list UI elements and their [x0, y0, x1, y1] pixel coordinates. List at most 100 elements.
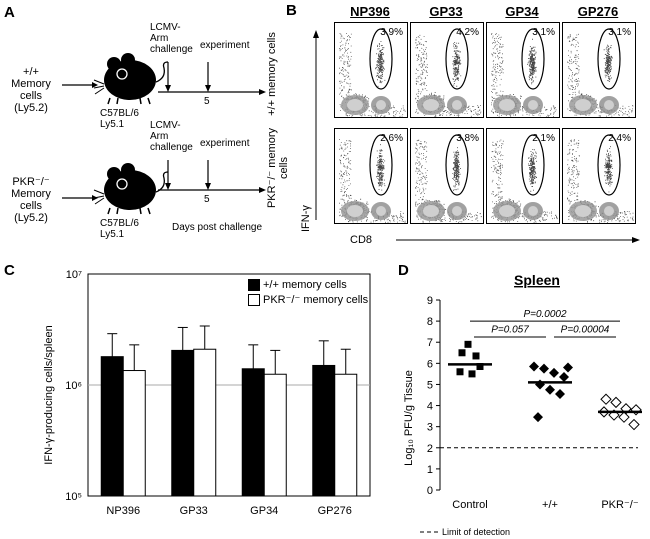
y-tick-label: 10⁷	[66, 269, 82, 281]
gate-percentage: 3.8%	[456, 133, 479, 144]
facs-plot: 3.8%	[410, 128, 484, 224]
row-label-wt: +/+ memory cells	[266, 32, 278, 116]
p-value-label: P=0.00004	[561, 325, 610, 336]
y-tick-label: 4	[427, 401, 433, 413]
data-point-pkr	[628, 418, 640, 431]
facs-cd8-core	[452, 100, 462, 110]
y-tick-label: 5	[427, 379, 433, 391]
facs-scatter	[491, 134, 558, 223]
y-tick-label: 1	[427, 464, 433, 476]
facs-gate	[445, 134, 469, 196]
challenge-label: LCMV-Arm challenge	[150, 120, 193, 153]
cells-genotype: +/+	[23, 66, 39, 78]
experiment-label: experiment	[200, 40, 250, 51]
facs-plot: 2.4%	[562, 128, 636, 224]
challenge-label: LCMV-Arm challenge	[150, 22, 193, 55]
facs-negative-core	[423, 99, 439, 111]
facs-gate	[369, 28, 393, 90]
data-point-wt	[549, 367, 559, 378]
mouse-strain-label: C57BL/6 Ly5.1	[100, 218, 139, 240]
column-header-gp276: GP276	[577, 4, 619, 19]
facs-cd8-core	[376, 206, 386, 216]
y-tick-label: 8	[427, 316, 433, 328]
x-tick-label: GP33	[180, 505, 208, 517]
mouse-congenic: Ly5.1	[100, 229, 125, 240]
data-point-wt	[563, 362, 573, 373]
bar-chart-c: IFN-γ-producing cells/spleen 10⁵ 10⁶ 10⁷ NP…	[43, 269, 371, 517]
bar-pkr	[334, 373, 358, 497]
day-tick-label: 5	[204, 96, 210, 107]
mouse-congenic: Ly5.1	[100, 119, 125, 130]
panel-b-axes	[313, 30, 640, 243]
panel-label-c: C	[4, 262, 15, 279]
facs-plot: 2.6%	[334, 128, 408, 224]
facs-negative-core	[347, 205, 363, 217]
p-value-label: P=0.057	[491, 325, 529, 336]
y-axis-label: Log₁₀ PFU/g Tissue	[403, 370, 415, 466]
mouse-strain: C57BL/6	[100, 218, 139, 229]
mouse-strain-label: C57BL/6 Ly5.1	[100, 108, 139, 130]
facs-cd8-core	[604, 206, 614, 216]
day-tick-label: 5	[204, 194, 210, 205]
x-axis-label-cd8: CD8	[350, 234, 373, 246]
legend-swatch-black	[248, 279, 260, 291]
facs-plot: 2.1%	[486, 128, 560, 224]
facs-gate	[445, 28, 469, 90]
legend-label-pkr: PKR⁻/⁻ memory cells	[263, 294, 369, 306]
x-tick-label: Control	[452, 499, 487, 511]
facs-scatter	[567, 134, 634, 223]
y-axis-label: IFN-γ-producing cells/spleen	[43, 325, 55, 464]
panel-label-d: D	[398, 262, 409, 279]
y-tick-label: 7	[427, 337, 433, 349]
panel-label-b: B	[286, 2, 297, 19]
data-point-wt	[555, 388, 565, 399]
data-point-pkr	[618, 411, 630, 423]
facs-negative-core	[575, 205, 591, 217]
timeline-axis-label: Days post challenge	[172, 222, 263, 233]
bar-pkr	[122, 370, 146, 497]
data-point-control	[456, 368, 464, 376]
gate-percentage: 2.6%	[380, 133, 403, 144]
data-point-wt	[529, 361, 539, 372]
facs-negative-core	[499, 205, 515, 217]
facs-plot: 3.9%	[334, 22, 408, 118]
bar-wt	[241, 368, 265, 497]
x-tick-label: GP34	[250, 505, 278, 517]
facs-plot: 4.2%	[410, 22, 484, 118]
y-tick-label: 10⁶	[65, 380, 82, 392]
data-point-pkr	[600, 393, 612, 405]
facs-gate	[521, 134, 545, 196]
legend-item-pkr: PKR⁻/⁻ memory cells	[248, 293, 368, 306]
gate-percentage: 4.2%	[456, 27, 479, 38]
chart-title: Spleen	[514, 272, 560, 288]
x-tick-label: GP276	[318, 505, 352, 517]
bar-wt	[312, 364, 336, 497]
facs-scatter	[567, 28, 634, 117]
facs-negative-core	[499, 99, 515, 111]
cells-label-pkr: PKR⁻/⁻ Memory cells (Ly5.2)	[0, 176, 62, 224]
mouse-icon	[93, 53, 169, 105]
bar-wt	[100, 356, 124, 497]
y-tick-label: 0	[427, 485, 433, 497]
column-header-np396: NP396	[350, 4, 390, 19]
bar-pkr	[193, 348, 217, 497]
gate-percentage: 3.1%	[532, 27, 555, 38]
facs-plot: 3.1%	[562, 22, 636, 118]
facs-scatter	[491, 28, 557, 117]
gate-percentage: 3.1%	[608, 27, 631, 38]
facs-cd8-core	[452, 206, 462, 216]
facs-scatter	[339, 134, 406, 223]
facs-scatter	[415, 134, 482, 223]
facs-cd8-core	[528, 206, 538, 216]
scatter-chart-d: Spleen Log₁₀ PFU/g Tissue Limit of detec…	[403, 272, 642, 537]
y-tick-label: 2	[427, 443, 433, 455]
bar-pkr	[263, 373, 287, 497]
data-point-control	[468, 370, 476, 378]
facs-events	[491, 33, 557, 117]
gate-percentage: 3.9%	[380, 27, 403, 38]
data-point-control	[476, 363, 484, 370]
facs-cd8-core	[376, 100, 386, 110]
data-point-wt	[559, 372, 569, 383]
row-label-pkr: PKR⁻/⁻ memory cells	[266, 127, 290, 209]
data-point-pkr	[610, 396, 622, 409]
